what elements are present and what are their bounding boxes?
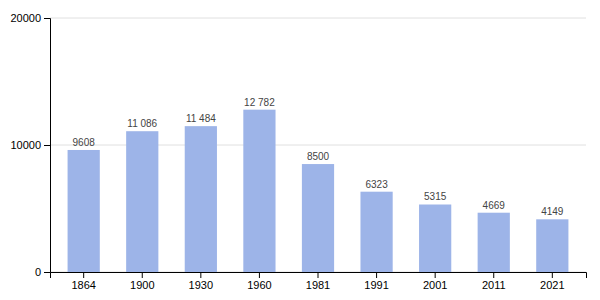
tick-label: 10000	[10, 139, 41, 151]
tick-label: 1864	[71, 279, 95, 291]
tick-mark	[142, 272, 143, 278]
tick-mark	[376, 272, 377, 278]
data-label: 5315	[424, 191, 447, 202]
tick-mark	[83, 272, 84, 278]
bar	[478, 213, 510, 272]
bar	[536, 219, 568, 272]
bar	[302, 164, 334, 272]
grid	[50, 18, 586, 272]
bars	[68, 110, 569, 272]
tick-label: 1981	[306, 279, 330, 291]
data-labels: 9608 11 086 11 484 12 782 8500 6323 5315 4669 41…	[73, 97, 564, 218]
data-label: 12 782	[244, 97, 275, 108]
plot: 9608 11 086 11 484 12 782 8500 6323 5315 4669 41…	[10, 12, 586, 291]
tick-label: 2001	[423, 279, 447, 291]
y-tick: 10000	[10, 139, 50, 151]
tick-label: 1900	[130, 279, 154, 291]
x-tick: 2011	[482, 272, 506, 291]
data-label: 8500	[307, 151, 330, 162]
tick-label: 2011	[482, 279, 506, 291]
data-label: 11 484	[186, 113, 216, 124]
tick-label: 1930	[189, 279, 213, 291]
x-tick: 1960	[247, 272, 271, 291]
tick-mark	[44, 18, 50, 19]
data-label: 11 086	[127, 118, 157, 129]
tick-label: 20000	[10, 12, 41, 24]
y-axis: 0 10000 20000	[10, 12, 50, 278]
tick-mark	[552, 272, 553, 278]
bar	[243, 110, 275, 272]
axis-line	[44, 19, 51, 273]
tick-label: 1991	[364, 279, 388, 291]
x-tick: 1864	[71, 272, 95, 291]
y-tick: 0	[35, 266, 50, 278]
chart: 9608 11 086 11 484 12 782 8500 6323 5315 4669 41…	[0, 0, 600, 300]
tick-mark	[44, 145, 50, 146]
tick-label: 1960	[247, 279, 271, 291]
data-label: 4669	[483, 200, 506, 211]
bar	[68, 150, 100, 272]
tick-mark	[318, 272, 319, 278]
x-tick: 2001	[423, 272, 447, 291]
tick-mark	[200, 272, 201, 278]
bar	[360, 192, 392, 272]
bar	[126, 131, 158, 272]
bar	[419, 204, 451, 272]
y-tick: 20000	[10, 12, 50, 24]
x-tick: 2021	[540, 272, 564, 291]
x-tick: 1900	[130, 272, 154, 291]
x-axis: 1864 1900 1930 1960 1981 1991 2001 2011 2021	[51, 272, 587, 291]
tick-label: 2021	[540, 279, 564, 291]
tick-mark	[435, 272, 436, 278]
tick-mark	[259, 272, 260, 278]
tick-mark	[493, 272, 494, 278]
tick-label: 0	[35, 266, 41, 278]
grid-line	[50, 18, 586, 19]
data-label: 4149	[541, 206, 564, 217]
data-label: 9608	[73, 137, 96, 148]
axis-line	[51, 273, 587, 279]
tick-mark	[44, 272, 50, 273]
data-label: 6323	[365, 179, 388, 190]
bar	[185, 126, 217, 272]
x-tick: 1930	[189, 272, 213, 291]
x-tick: 1981	[306, 272, 330, 291]
x-tick: 1991	[364, 272, 388, 291]
